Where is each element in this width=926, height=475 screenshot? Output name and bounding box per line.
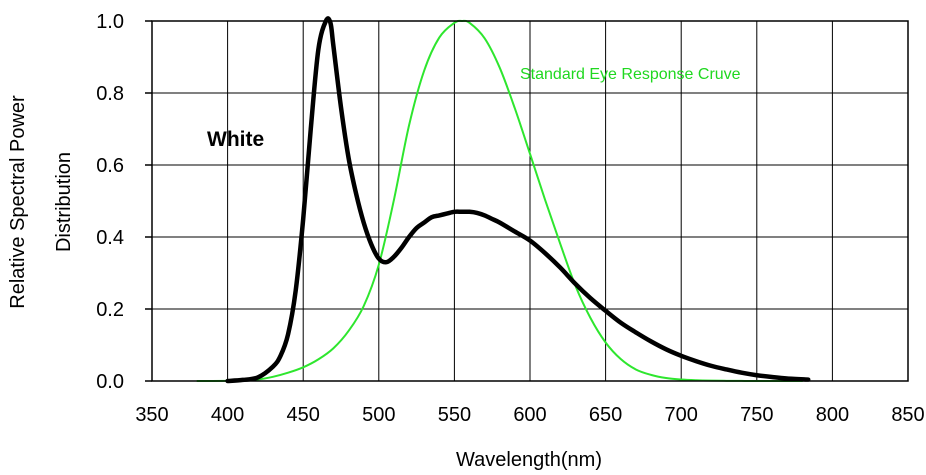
y-tick-label: 0.6 xyxy=(96,155,124,177)
x-tick-label: 600 xyxy=(513,404,546,426)
x-tick-label: 800 xyxy=(816,404,849,426)
annotation-eye-response: Standard Eye Response Cruve xyxy=(520,66,741,83)
x-tick-label: 750 xyxy=(740,404,773,426)
annotation-white: White xyxy=(207,128,264,151)
y-axis-label: Relative Spectral Power Distribution xyxy=(7,95,75,309)
x-tick-label: 550 xyxy=(438,404,471,426)
y-tick-label: 0.2 xyxy=(96,299,124,321)
x-tick-label: 350 xyxy=(135,404,168,426)
x-tick-label: 850 xyxy=(891,404,924,426)
x-tick-label: 400 xyxy=(211,404,244,426)
y-axis-label-line-2: Distribution xyxy=(53,152,75,252)
tick-labels: 350 400 450 500 550 600 650 700 750 800 850 0.0 0.2 0… xyxy=(96,11,925,426)
y-tick-label: 0.8 xyxy=(96,83,124,105)
x-tick-label: 500 xyxy=(362,404,395,426)
x-tick-label: 700 xyxy=(665,404,698,426)
y-tick-label: 1.0 xyxy=(96,11,124,33)
x-tick-label: 450 xyxy=(287,404,320,426)
x-tick-label: 650 xyxy=(589,404,622,426)
x-axis-label: Wavelength(nm) xyxy=(456,449,602,471)
y-tick-label: 0.4 xyxy=(96,227,124,249)
y-tick-label: 0.0 xyxy=(96,371,124,393)
y-axis-label-line-1: Relative Spectral Power xyxy=(7,95,29,309)
